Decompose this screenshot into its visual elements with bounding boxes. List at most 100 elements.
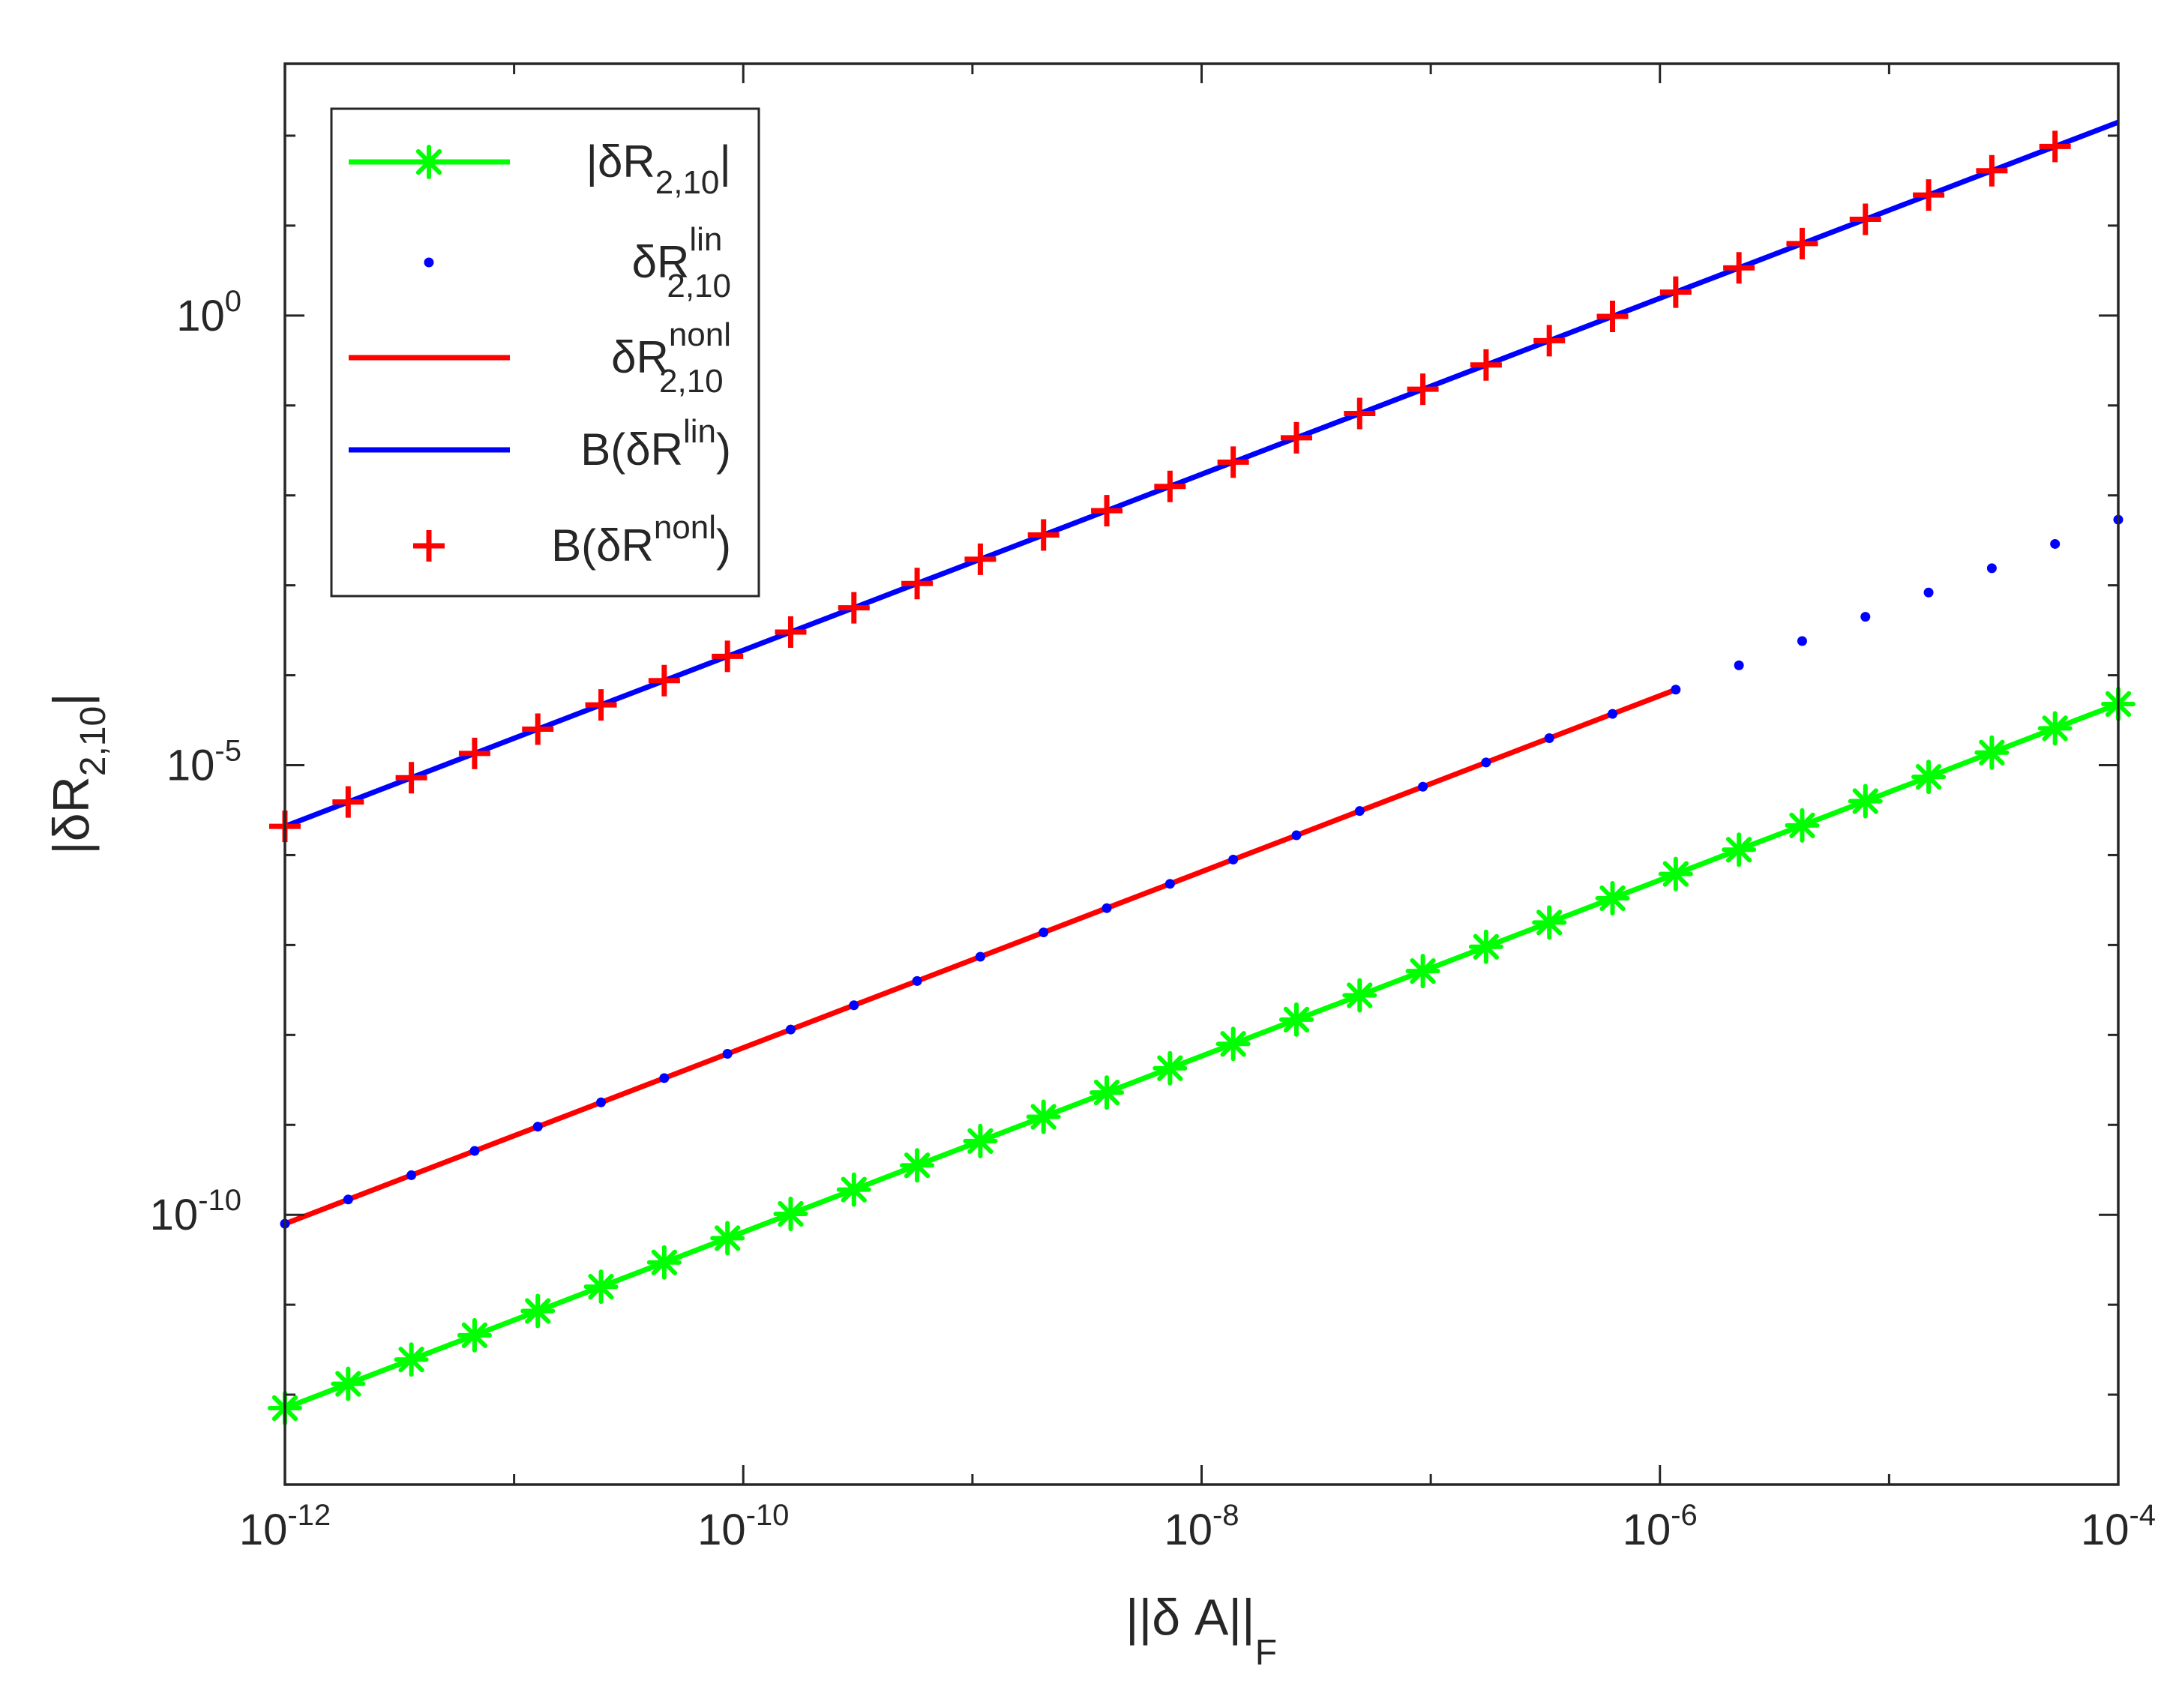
- series-abs-marker: [2037, 711, 2073, 746]
- series-abs-marker: [1278, 1002, 1314, 1037]
- x-axis-label-main: ||δ A||: [1125, 1589, 1255, 1646]
- x-tick-label: 10-4: [2081, 1499, 2156, 1554]
- series-lin-dot: [975, 951, 985, 962]
- series-B-nonl-marker: [1659, 276, 1692, 308]
- series-B-nonl-marker: [1976, 154, 2008, 187]
- series-abs-marker: [1911, 760, 1947, 795]
- x-tick-label: 10-6: [1623, 1499, 1698, 1554]
- legend-label: |δR2,10|: [586, 136, 731, 201]
- x-tick-label: 10-10: [697, 1499, 789, 1554]
- series-abs-marker: [646, 1245, 682, 1280]
- series-B-nonl-marker: [1533, 325, 1566, 357]
- legend-items: |δR2,10| δRlin 2,10 δRnonl 2,10 B(δRlin) B(δRn…: [349, 136, 731, 571]
- series-lin-dot: [1797, 636, 1807, 646]
- series-lin-dot: [1354, 806, 1365, 817]
- series-lin-dot: [1544, 733, 1554, 744]
- series-B-nonl-marker: [1913, 179, 1945, 211]
- series-B-nonl-marker: [1154, 470, 1186, 502]
- series-B-nonl-marker: [648, 664, 680, 697]
- series-lin-dot: [596, 1097, 607, 1107]
- series-lin-dot: [1418, 781, 1428, 792]
- series-B-nonl-marker: [522, 713, 554, 745]
- series-lin-dot: [722, 1049, 733, 1059]
- legend-swatch-asterisk: [412, 145, 446, 179]
- series-B-nonl-marker: [712, 640, 744, 673]
- series-lin-dot: [849, 1000, 859, 1011]
- series-abs-marker: [773, 1196, 808, 1231]
- y-tick-label: 100: [176, 285, 241, 340]
- series-abs-marker: [1468, 929, 1503, 964]
- x-axis-label: ||δ A||F: [1125, 1589, 1277, 1673]
- series-B-nonl-marker: [1407, 373, 1439, 406]
- series-abs-marker: [520, 1293, 556, 1329]
- series-abs-marker: [1532, 905, 1567, 940]
- series-abs-marker: [1089, 1075, 1125, 1110]
- series-lin-dot: [1101, 903, 1112, 913]
- series-B-nonl-marker: [1723, 252, 1755, 284]
- series-lin-dot: [2050, 538, 2061, 549]
- legend-label: δRnonl 2,10: [611, 316, 731, 400]
- series-B-nonl-marker: [585, 689, 617, 721]
- series-abs-marker: [963, 1123, 998, 1158]
- y-axis-label-main: |δR: [43, 776, 100, 855]
- series-lin-dot: [1734, 660, 1744, 670]
- legend-label: δRlin 2,10: [632, 221, 731, 304]
- series-lin-dot: [532, 1122, 543, 1132]
- y-axis-label: |δR2,10|: [43, 693, 113, 855]
- series-abs-marker: [583, 1269, 619, 1305]
- series-lin-dot: [785, 1024, 796, 1035]
- series-lin-dot: [1039, 927, 1049, 938]
- series-lin-dot: [343, 1194, 353, 1205]
- series-lin-dot: [1164, 879, 1175, 889]
- y-tick-label: 10-10: [150, 1184, 241, 1239]
- series-B-nonl-marker: [332, 786, 364, 818]
- series-abs-marker: [1595, 881, 1630, 916]
- series-B-nonl-marker: [1091, 495, 1123, 527]
- series-lin-dot: [406, 1170, 417, 1180]
- series-B-nonl-marker: [775, 616, 807, 648]
- series-lin-dot: [912, 975, 922, 986]
- series-abs-marker: [1215, 1026, 1251, 1062]
- y-tick-label: 10-5: [166, 735, 241, 790]
- series-lin-dot: [1671, 685, 1681, 695]
- series-lin-dot: [1481, 757, 1491, 768]
- legend-swatch-dot: [424, 257, 434, 268]
- series-lin-dot: [1291, 830, 1302, 841]
- series-abs-marker: [1974, 735, 2010, 770]
- series-B-nonl-marker: [1217, 446, 1249, 478]
- series-B-nonl-marker: [1344, 397, 1376, 430]
- series-abs-marker: [1026, 1099, 1061, 1134]
- series-B-nonl-marker: [1596, 301, 1629, 333]
- series-B-lin-line: [283, 119, 2120, 829]
- series-lin-dot: [1608, 709, 1618, 719]
- series-abs-marker: [394, 1342, 429, 1377]
- series-abs-marker: [836, 1172, 871, 1207]
- series-abs-marker: [1405, 954, 1440, 989]
- legend-label: B(δRnonl): [551, 509, 731, 571]
- y-axis-label-tail: |: [43, 693, 100, 706]
- series-B-nonl-marker: [838, 592, 870, 624]
- series-lin-dot: [1860, 612, 1871, 622]
- legend: |δR2,10| δRlin 2,10 δRnonl 2,10 B(δRlin) B(δRn…: [330, 107, 760, 598]
- x-tick-label: 10-8: [1164, 1499, 1239, 1554]
- series-B-nonl-marker: [1280, 421, 1312, 454]
- series-abs-marker: [331, 1366, 366, 1401]
- ticks-layer: 10-12 10-10 10-8 10-6 10-4 100 10-5 10-10: [150, 64, 2156, 1554]
- series-B-nonl-marker: [1849, 203, 1881, 235]
- series-lin-dot: [469, 1146, 480, 1156]
- plot-frame: [283, 62, 2120, 1486]
- series-abs-marker: [1342, 978, 1377, 1013]
- series-lin-dot: [1228, 854, 1239, 864]
- series-abs-marker: [1658, 856, 1693, 891]
- x-tick-label: 10-12: [239, 1499, 331, 1554]
- series-B-nonl-marker: [2039, 130, 2071, 163]
- series-B-nonl-marker: [395, 762, 427, 794]
- series-B-nonl-marker: [901, 568, 934, 600]
- legend-swatch-plus: [413, 530, 445, 562]
- series-lin-dot: [659, 1073, 670, 1083]
- series-abs-marker: [900, 1148, 935, 1183]
- y-axis-label-sub: 2,10: [73, 706, 113, 776]
- legend-label: B(δRlin): [580, 413, 731, 475]
- series-B-nonl-marker: [1786, 227, 1818, 259]
- series-B-nonl-marker: [1027, 519, 1060, 551]
